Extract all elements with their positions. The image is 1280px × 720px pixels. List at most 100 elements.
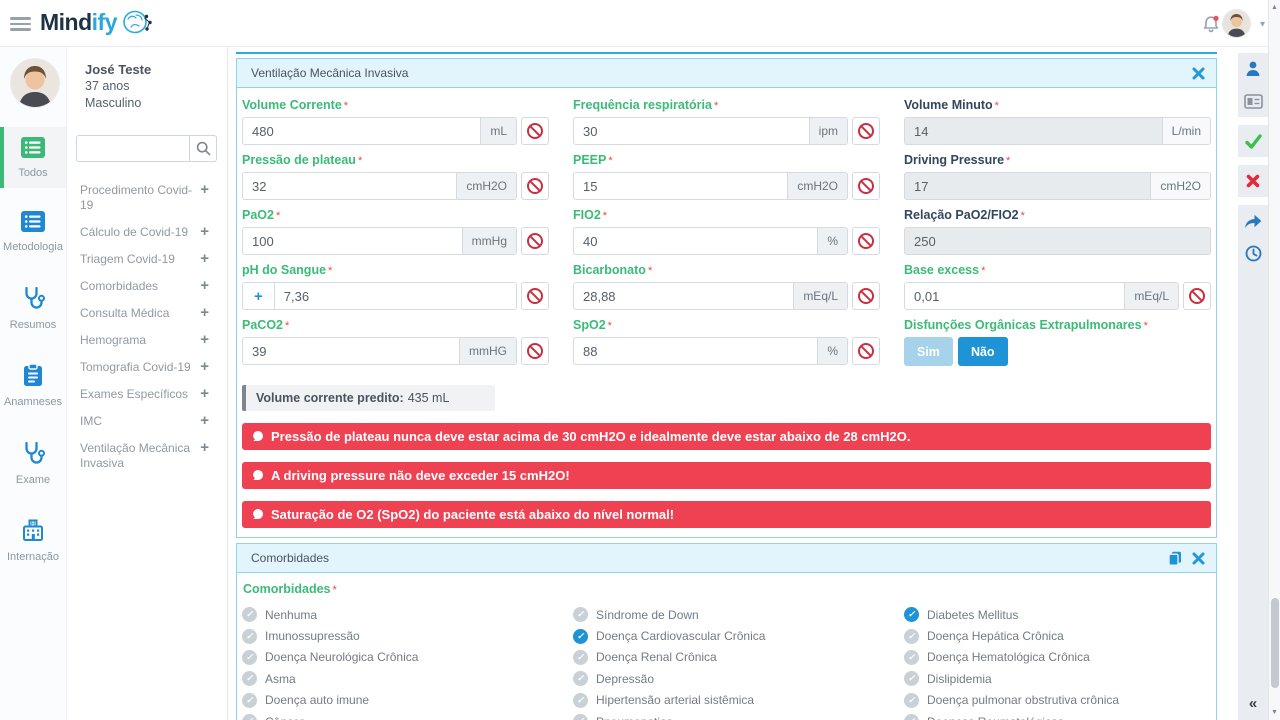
- increment-icon[interactable]: +: [243, 283, 275, 309]
- scroll-down-arrow[interactable]: ▼: [1271, 709, 1278, 716]
- checkbox-pneumopatias[interactable]: ✓Pneumopatias: [573, 711, 880, 720]
- base-excess-input[interactable]: [905, 283, 1125, 309]
- clear-field-button[interactable]: [521, 227, 549, 255]
- check-circle-icon: ✓: [904, 714, 919, 720]
- checkbox-nenhuma[interactable]: ✓ Nenhuma: [242, 604, 549, 625]
- share-button[interactable]: [1238, 205, 1268, 237]
- close-panel-button[interactable]: [1192, 67, 1205, 80]
- clear-field-button[interactable]: [852, 227, 880, 255]
- bicarbonato-input[interactable]: [574, 283, 794, 309]
- menu-item[interactable]: Exames Específicos +: [80, 385, 209, 402]
- sidebar-item-internacao[interactable]: H Internação: [0, 508, 66, 572]
- sidebar-item-todos[interactable]: Todos: [0, 127, 66, 188]
- nao-button[interactable]: Não: [957, 337, 1008, 366]
- checkbox-dislipidemia[interactable]: ✓ Dislipidemia: [904, 668, 1211, 689]
- fio2-input[interactable]: [574, 228, 818, 254]
- checkbox-hipertensao-arterial-sistemica[interactable]: ✓ Hipertensão arterial sistêmica: [573, 690, 880, 711]
- approve-button[interactable]: [1238, 125, 1268, 157]
- checkbox-imunossupressao[interactable]: ✓ Imunossupressão: [242, 625, 549, 646]
- brand-logo[interactable]: Mindify: [40, 9, 118, 36]
- checkbox-doenca-auto-imune[interactable]: ✓ Doença auto imune: [242, 690, 549, 711]
- clear-field-button[interactable]: [852, 172, 880, 200]
- user-avatar[interactable]: [1223, 10, 1250, 37]
- menu-item[interactable]: Comorbidades +: [80, 277, 209, 294]
- checkbox-doenca-pulmonar-obstrutiva-cronica[interactable]: ✓ Doença pulmonar obstrutiva crônica: [904, 690, 1211, 711]
- pressao-plateau-input[interactable]: [243, 173, 457, 199]
- paco2-input[interactable]: [243, 338, 459, 364]
- add-icon[interactable]: +: [200, 439, 209, 456]
- menu-item[interactable]: IMC +: [80, 412, 209, 429]
- clear-field-button[interactable]: [1183, 282, 1211, 310]
- checkbox-doenca-hematologica-cronica[interactable]: ✓ Doença Hematológica Crônica: [904, 647, 1211, 668]
- menu-item[interactable]: Hemograma +: [80, 331, 209, 348]
- clear-field-button[interactable]: [852, 117, 880, 145]
- menu-item[interactable]: Consulta Médica +: [80, 304, 209, 321]
- notifications-bell-icon[interactable]: [1202, 15, 1220, 39]
- reject-button[interactable]: [1238, 165, 1268, 197]
- clear-field-button[interactable]: [852, 337, 880, 365]
- checkbox-doenca-renal-cronica[interactable]: ✓ Doença Renal Crônica: [573, 647, 880, 668]
- duplicate-panel-button[interactable]: [1168, 551, 1182, 566]
- scrollbar-thumb[interactable]: [1270, 598, 1279, 688]
- search-input[interactable]: [76, 135, 189, 162]
- add-icon[interactable]: +: [200, 277, 209, 294]
- field-paco2: PaCO2* mmHG: [242, 318, 549, 365]
- checkbox-doenca-neurologica-cronica[interactable]: ✓ Doença Neurológica Crônica: [242, 647, 549, 668]
- add-icon[interactable]: +: [200, 304, 209, 321]
- checkbox-diabetes-mellitus[interactable]: ✓ Diabetes Mellitus: [904, 604, 1211, 625]
- svg-text:H: H: [31, 522, 35, 528]
- sidebar-item-resumos[interactable]: Resumos: [0, 275, 66, 340]
- pao2-input[interactable]: [243, 228, 462, 254]
- field-base-excess: Base excess* mEq/L: [904, 263, 1211, 310]
- comorbidities-panel-header: Comorbidades: [237, 544, 1216, 573]
- add-icon[interactable]: +: [200, 250, 209, 267]
- add-icon[interactable]: +: [200, 385, 209, 402]
- checkbox-depressao[interactable]: ✓ Depressão: [573, 668, 880, 689]
- add-icon[interactable]: +: [200, 412, 209, 429]
- unit-addon: cmH2O: [1150, 173, 1210, 199]
- user-menu-caret-icon[interactable]: ▾: [1259, 19, 1265, 30]
- vertical-scrollbar[interactable]: ▲ ▼: [1268, 0, 1280, 720]
- clear-field-button[interactable]: [521, 337, 549, 365]
- menu-item[interactable]: Triagem Covid-19 +: [80, 250, 209, 267]
- history-button[interactable]: [1238, 237, 1268, 269]
- add-icon[interactable]: +: [200, 358, 209, 375]
- scroll-up-arrow[interactable]: ▲: [1271, 4, 1278, 11]
- checkbox-doenca-hepatica-cronica[interactable]: ✓ Doença Hepática Crônica: [904, 625, 1211, 646]
- record-card-button[interactable]: [1238, 85, 1268, 117]
- menu-item[interactable]: Ventilação Mecânica Invasiva +: [80, 439, 209, 470]
- peep-input[interactable]: [574, 173, 788, 199]
- hamburger-menu-icon[interactable]: [10, 17, 31, 31]
- frequencia-input[interactable]: [574, 118, 809, 144]
- sidebar-item-exame[interactable]: Exame: [0, 430, 66, 495]
- add-icon[interactable]: +: [200, 181, 209, 198]
- clear-field-button[interactable]: [521, 282, 549, 310]
- unit-addon: cmH2O: [787, 173, 847, 199]
- sidebar-item-metodologia[interactable]: Metodologia: [0, 201, 66, 262]
- add-icon[interactable]: +: [200, 223, 209, 240]
- checkbox-asma[interactable]: ✓ Asma: [242, 668, 549, 689]
- ph-input[interactable]: [274, 283, 516, 309]
- field-disfuncoes: Disfunções Orgânicas Extrapulmonares * Si…: [904, 318, 1211, 366]
- checkbox-cancer[interactable]: ✓Câncer: [242, 711, 549, 720]
- sim-button[interactable]: Sim: [904, 337, 953, 366]
- volume-corrente-input[interactable]: [243, 118, 481, 144]
- sidebar-item-anamneses[interactable]: Anamneses: [0, 353, 66, 417]
- clear-field-button[interactable]: [521, 172, 549, 200]
- spo2-input[interactable]: [574, 338, 818, 364]
- checkbox-sindrome-de-down[interactable]: ✓ Síndrome de Down: [573, 604, 880, 625]
- checkbox-doencas-reumatologicas[interactable]: ✓Doenças Reumatológicas: [904, 711, 1211, 720]
- menu-item[interactable]: Cálculo de Covid-19 +: [80, 223, 209, 240]
- clear-field-button[interactable]: [521, 117, 549, 145]
- close-panel-button[interactable]: [1192, 552, 1205, 565]
- patient-profile-button[interactable]: [1238, 53, 1268, 85]
- checkbox-doenca-cardiovascular-cronica[interactable]: ✓ Doença Cardiovascular Crônica: [573, 625, 880, 646]
- clear-field-button[interactable]: [852, 282, 880, 310]
- sidebar-menu-column: José Teste 37 anos Masculino Procediment…: [68, 47, 228, 720]
- menu-item[interactable]: Tomografia Covid-19 +: [80, 358, 209, 375]
- menu-item[interactable]: Procedimento Covid-19 +: [80, 181, 209, 212]
- add-icon[interactable]: +: [200, 331, 209, 348]
- collapse-panel-icon[interactable]: «: [1248, 695, 1258, 712]
- patient-photo[interactable]: [11, 59, 59, 107]
- search-button[interactable]: [189, 135, 217, 162]
